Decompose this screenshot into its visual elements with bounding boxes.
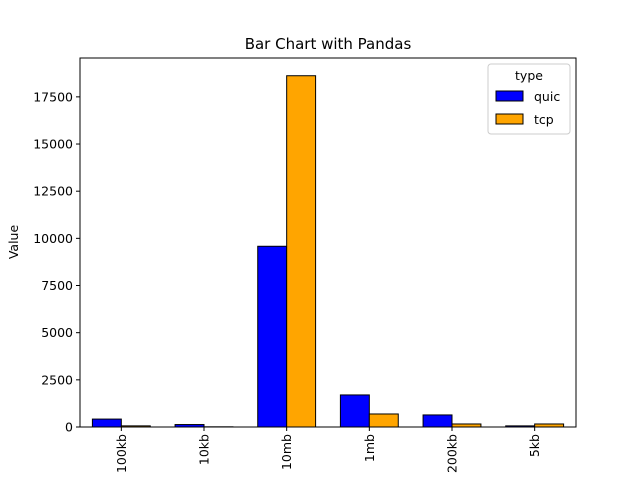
y-tick-label: 0 <box>65 420 73 435</box>
legend-label-tcp: tcp <box>534 112 554 127</box>
y-tick-label: 2500 <box>41 372 73 387</box>
y-tick-label: 10000 <box>33 231 73 246</box>
y-ticks-group: 0 2500 5000 7500 10000 12500 15000 17500 <box>33 89 80 435</box>
x-tick-label: 1mb <box>362 434 377 462</box>
x-tick-label: 200kb <box>445 434 460 473</box>
bar-tcp-1mb <box>368 413 399 428</box>
x-tick-label: 5kb <box>527 434 542 457</box>
legend-title: type <box>515 68 543 83</box>
bar-quic-1mb <box>339 394 370 428</box>
y-tick-label: 7500 <box>41 278 73 293</box>
bar-quic-10mb <box>257 245 288 428</box>
x-tick-label: 100kb <box>114 434 129 473</box>
legend-swatch-quic <box>495 90 524 102</box>
y-tick-label: 12500 <box>33 184 73 199</box>
x-ticks-group: 100kb 10kb 10mb 1mb 200kb 5kb <box>114 427 542 473</box>
legend: type quic tcp <box>487 63 571 135</box>
y-axis-label: Value <box>6 225 21 260</box>
bar-tcp-10mb <box>286 75 317 428</box>
x-tick-label: 10kb <box>197 434 212 465</box>
x-tick-label: 10mb <box>279 434 294 470</box>
y-tick-label: 15000 <box>33 137 73 152</box>
legend-swatch-tcp <box>495 113 524 125</box>
y-tick-label: 17500 <box>33 89 73 104</box>
axes-frame <box>79 57 577 428</box>
bar-quic-200kb <box>422 414 453 428</box>
chart-title: Bar Chart with Pandas <box>245 35 412 53</box>
bar-quic-100kb <box>91 418 122 428</box>
y-tick-label: 5000 <box>41 325 73 340</box>
legend-label-quic: quic <box>534 89 560 104</box>
